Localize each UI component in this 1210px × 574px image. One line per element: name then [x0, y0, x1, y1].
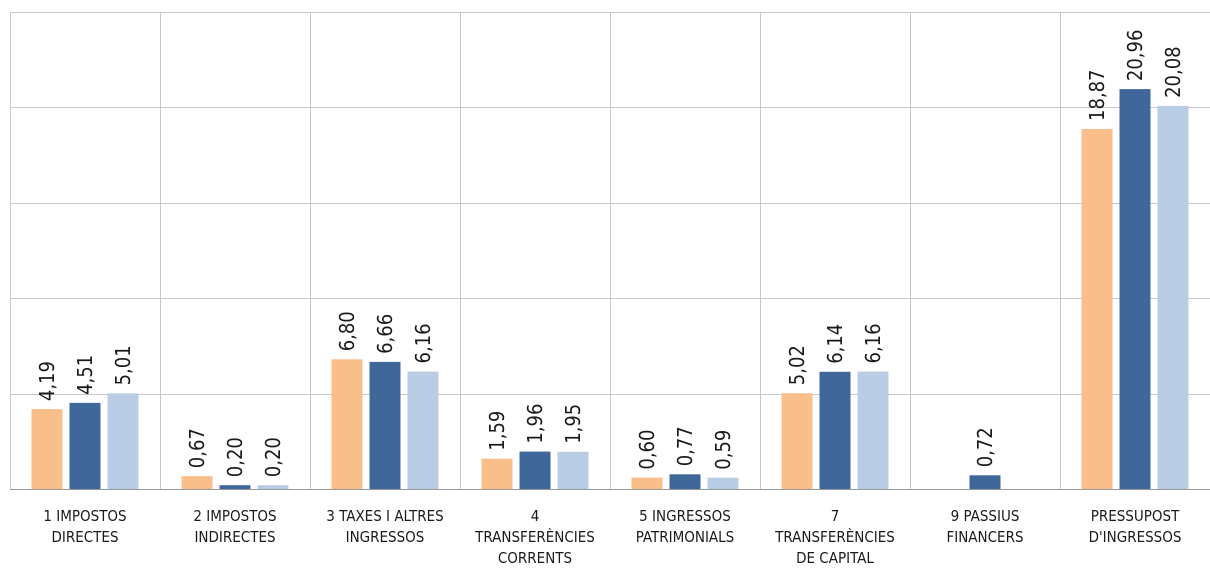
bar	[107, 393, 139, 489]
bar	[481, 458, 513, 489]
data-label: 18,87	[1085, 70, 1109, 122]
bar	[1081, 129, 1113, 489]
data-label: 6,14	[823, 324, 847, 364]
category-label: 2 IMPOSTOS INDIRECTES	[193, 507, 276, 546]
data-label: 4,19	[35, 361, 59, 401]
gridlines	[10, 12, 1210, 490]
data-label: 20,96	[1123, 30, 1147, 82]
data-label: 6,16	[411, 323, 435, 363]
bar	[857, 371, 889, 489]
data-label: 6,66	[373, 314, 397, 354]
bar	[557, 451, 589, 489]
category-labels: 1 IMPOSTOS DIRECTES 2 IMPOSTOS INDIRECTES 3 …	[43, 507, 1181, 567]
category-label: 3 TAXES I ALTRES INGRESSOS	[326, 507, 443, 546]
data-label: 0,60	[635, 430, 659, 470]
category-label: 9 PASSIUS FINANCERS	[946, 507, 1023, 546]
bar	[219, 485, 251, 489]
data-label: 1,96	[523, 404, 547, 444]
data-label: 0,77	[673, 426, 697, 466]
bars	[31, 89, 1189, 490]
bar	[257, 485, 289, 489]
data-label: 4,51	[73, 355, 97, 395]
data-label: 0,20	[223, 437, 247, 477]
data-label: 6,16	[861, 323, 885, 363]
data-label: 0,72	[973, 427, 997, 467]
data-label: 0,20	[261, 437, 285, 477]
bar	[69, 402, 101, 489]
bar	[1119, 89, 1151, 489]
bar	[331, 359, 363, 489]
data-label: 5,02	[785, 345, 809, 385]
bar	[31, 409, 63, 489]
category-label: PRESSUPOST D'INGRESSOS	[1089, 507, 1182, 546]
bar	[631, 477, 663, 489]
bar	[519, 451, 551, 489]
category-label: 1 IMPOSTOS DIRECTES	[43, 507, 126, 546]
bar	[181, 476, 213, 489]
data-label: 0,67	[185, 428, 209, 468]
data-label: 0,59	[711, 430, 735, 470]
bar	[781, 393, 813, 489]
data-label: 1,95	[561, 404, 585, 444]
bar	[969, 475, 1001, 489]
category-label: 4 TRANSFERÈNCIES CORRENTS	[474, 507, 595, 567]
bar	[1157, 105, 1189, 490]
category-label: 5 INGRESSOS PATRIMONIALS	[636, 507, 734, 546]
data-labels: 4,19 0,67 6,80 1,59 0,60 5,02 18,87 4,51 0,20 6,6…	[35, 30, 1185, 478]
bar	[669, 474, 701, 489]
bar	[819, 371, 851, 489]
data-label: 20,08	[1161, 46, 1185, 98]
bar	[369, 361, 401, 489]
category-label: 7 TRANSFERÈNCIES DE CAPITAL	[774, 507, 895, 567]
data-label: 1,59	[485, 411, 509, 451]
bar	[707, 477, 739, 489]
bar	[407, 371, 439, 489]
data-label: 5,01	[111, 345, 135, 385]
data-label: 6,80	[335, 311, 359, 351]
